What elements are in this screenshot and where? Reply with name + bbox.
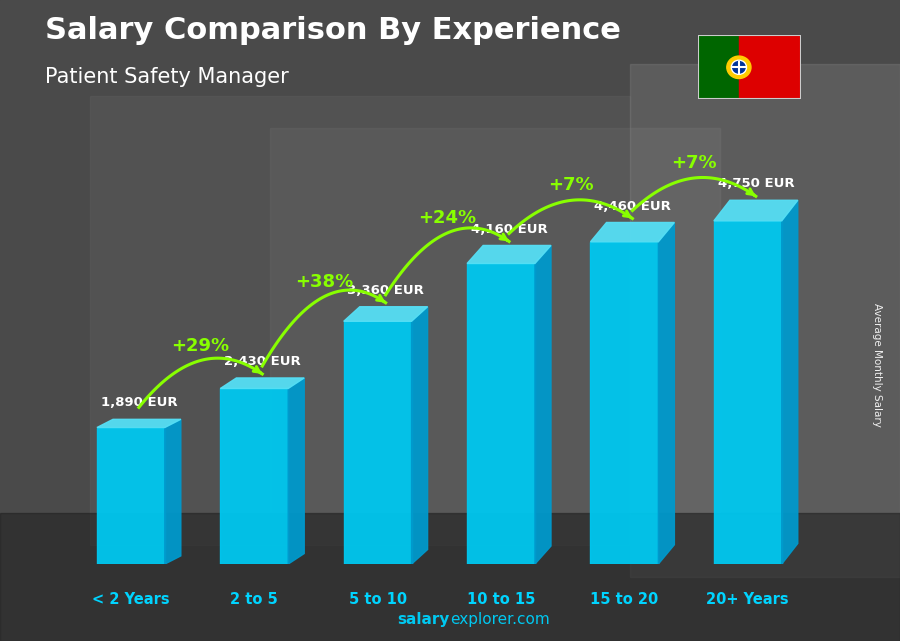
Polygon shape — [467, 246, 551, 263]
Bar — [220, 388, 288, 564]
Text: +38%: +38% — [295, 273, 353, 291]
Text: 4,160 EUR: 4,160 EUR — [471, 222, 547, 235]
Text: Average Monthly Salary: Average Monthly Salary — [872, 303, 883, 428]
Text: 4,750 EUR: 4,750 EUR — [717, 178, 794, 190]
Polygon shape — [165, 419, 181, 564]
Text: 2 to 5: 2 to 5 — [230, 592, 278, 607]
Bar — [344, 321, 411, 564]
Text: 4,460 EUR: 4,460 EUR — [594, 199, 670, 213]
Text: 1,890 EUR: 1,890 EUR — [101, 396, 177, 410]
Bar — [714, 221, 782, 564]
Text: salary: salary — [398, 612, 450, 627]
Text: 20+ Years: 20+ Years — [706, 592, 789, 607]
Bar — [467, 263, 535, 564]
Text: 10 to 15: 10 to 15 — [467, 592, 536, 607]
Polygon shape — [590, 222, 674, 242]
Polygon shape — [714, 200, 797, 221]
Bar — [270, 128, 720, 513]
Bar — [97, 428, 165, 564]
Text: 5 to 10: 5 to 10 — [348, 592, 407, 607]
Polygon shape — [344, 307, 428, 321]
Text: +7%: +7% — [671, 154, 717, 172]
Text: +24%: +24% — [418, 209, 476, 227]
Text: Patient Safety Manager: Patient Safety Manager — [45, 67, 289, 87]
Polygon shape — [535, 246, 551, 564]
Bar — [739, 35, 801, 99]
Text: 3,360 EUR: 3,360 EUR — [347, 284, 424, 297]
Circle shape — [732, 60, 746, 74]
Text: +29%: +29% — [172, 337, 230, 354]
Bar — [0, 513, 900, 641]
Circle shape — [733, 62, 745, 73]
Polygon shape — [658, 222, 674, 564]
Circle shape — [727, 56, 751, 79]
Text: Salary Comparison By Experience: Salary Comparison By Experience — [45, 16, 621, 45]
Text: < 2 Years: < 2 Years — [92, 592, 170, 607]
Polygon shape — [220, 378, 304, 388]
Bar — [630, 64, 900, 577]
Bar — [90, 96, 630, 545]
Polygon shape — [288, 378, 304, 564]
Polygon shape — [782, 200, 797, 564]
Text: +7%: +7% — [548, 176, 594, 194]
Polygon shape — [411, 307, 428, 564]
Text: 2,430 EUR: 2,430 EUR — [224, 355, 301, 368]
Text: explorer.com: explorer.com — [450, 612, 550, 627]
Bar — [590, 242, 658, 564]
Polygon shape — [97, 419, 181, 428]
Bar — [698, 35, 739, 99]
Text: 15 to 20: 15 to 20 — [590, 592, 659, 607]
